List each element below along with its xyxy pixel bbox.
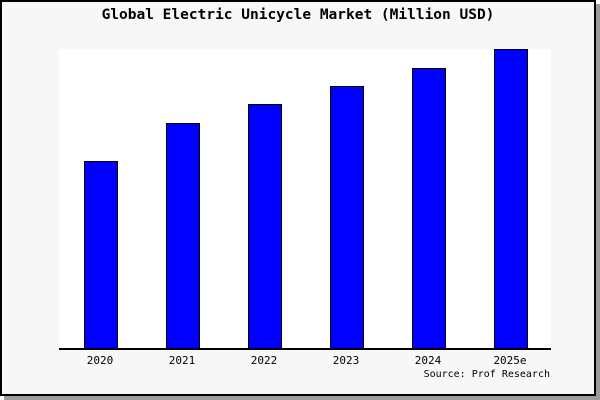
x-tick-label-2022: 2022 (250, 354, 278, 367)
x-tick-label-2023: 2023 (332, 354, 360, 367)
x-tick-label-2025e: 2025e (493, 354, 527, 367)
bar-2025e (493, 49, 528, 348)
plot-area (59, 49, 551, 350)
bar-2020 (83, 160, 118, 348)
bar-2022 (248, 104, 282, 348)
source-credit: Source: Prof Research (423, 369, 550, 380)
bar-2023 (330, 85, 364, 348)
x-axis-labels: 2020 2021 2022 2023 2024 2025e (59, 354, 551, 368)
bar-2024 (412, 67, 446, 348)
x-tick-label-2021: 2021 (168, 354, 196, 367)
chart-title: Global Electric Unicycle Market (Million… (101, 7, 495, 23)
bar-2021 (166, 123, 200, 348)
x-tick-label-2024: 2024 (414, 354, 442, 367)
x-tick-label-2020: 2020 (86, 354, 114, 367)
